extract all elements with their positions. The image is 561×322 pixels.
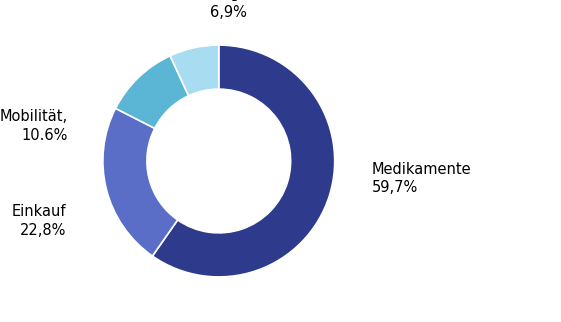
Wedge shape [103,109,178,256]
Text: Einkauf
22,8%: Einkauf 22,8% [11,204,66,238]
Text: Energie:
6,9%: Energie: 6,9% [197,0,259,20]
Text: Mobilität,
10.6%: Mobilität, 10.6% [0,109,68,143]
Wedge shape [153,45,335,277]
Text: Medikamente
59,7%: Medikamente 59,7% [372,162,471,195]
Wedge shape [116,56,188,128]
Wedge shape [170,45,219,96]
